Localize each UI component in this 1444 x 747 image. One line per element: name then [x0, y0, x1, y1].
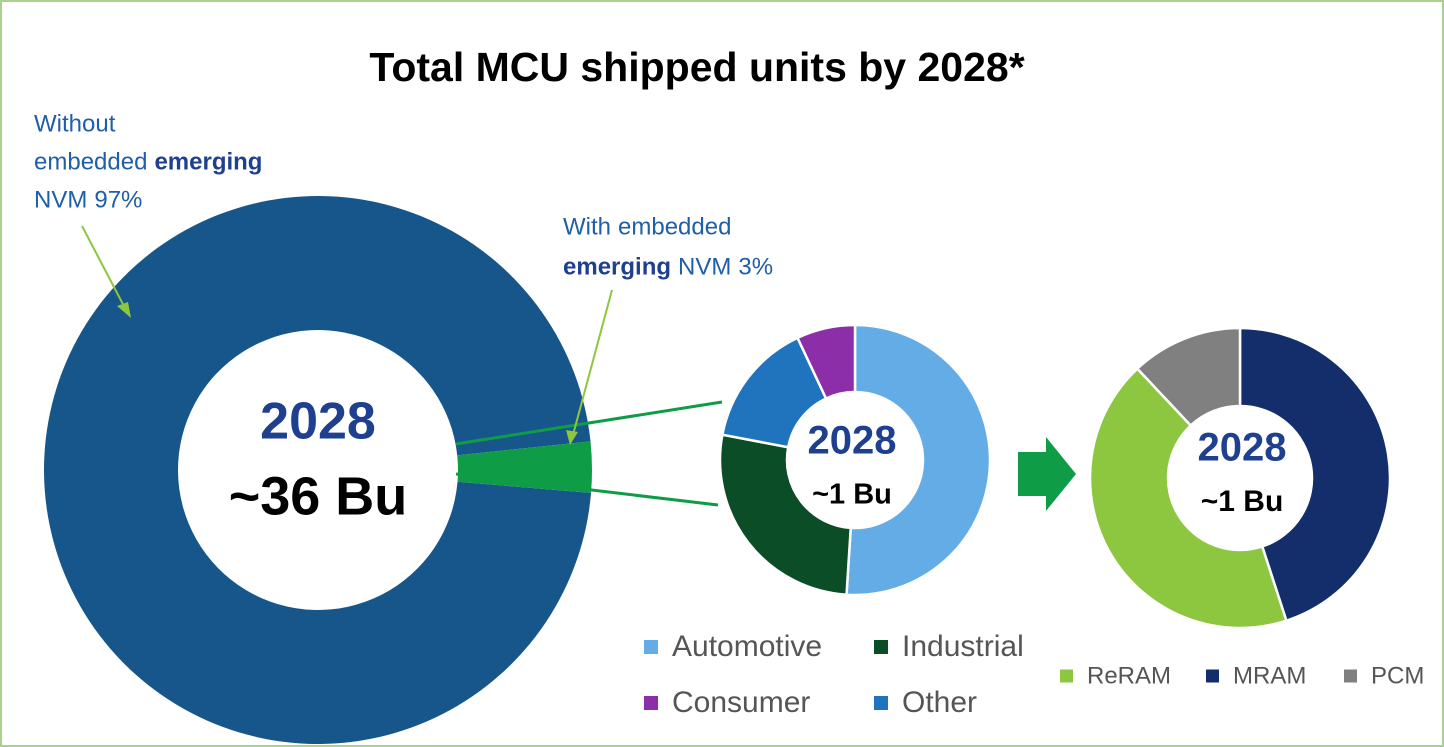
annotation: Without	[34, 110, 116, 137]
legend-label: Industrial	[902, 630, 1024, 663]
center-label: ~36 Bu	[229, 466, 408, 526]
annotation: emerging	[563, 253, 671, 280]
legend-swatch	[1206, 669, 1219, 683]
donut-slice	[1238, 326, 1392, 623]
annotation-arrow	[81, 225, 127, 311]
marks	[43, 196, 1392, 744]
legend-label: PCM	[1371, 662, 1424, 689]
connector	[455, 400, 723, 446]
center-label: 2028	[808, 419, 897, 463]
legend-swatch	[644, 696, 658, 710]
legend-label: MRAM	[1233, 662, 1306, 689]
center-label: 2028	[1198, 426, 1287, 470]
legend-swatch	[1060, 669, 1073, 683]
annotation: NVM	[34, 186, 87, 213]
connector	[455, 472, 719, 507]
legend-swatch	[1344, 669, 1357, 683]
donut-slice	[795, 323, 857, 401]
annotation: NVM	[678, 253, 731, 280]
center-label: 2028	[260, 393, 376, 451]
legend-label: Other	[902, 686, 977, 719]
donut-slice	[845, 323, 992, 597]
legend-label: Consumer	[672, 686, 810, 719]
value-label: 3%	[738, 253, 773, 280]
donut-slice	[1135, 326, 1242, 428]
center-label: ~1 Bu	[812, 479, 892, 511]
annotation: emerging	[154, 148, 262, 175]
donut-slice	[457, 441, 592, 493]
legend-label: ReRAM	[1087, 662, 1171, 689]
legend-swatch	[874, 696, 888, 710]
center-label: ~1 Bu	[1201, 485, 1284, 518]
annotation-arrow-head	[117, 302, 131, 318]
legend-label: Automotive	[672, 630, 822, 663]
annotation-arrow	[572, 289, 613, 436]
arrow	[1018, 437, 1076, 511]
legend-swatch	[874, 640, 888, 654]
annotation-arrow-head	[566, 430, 578, 445]
annotation: embedded	[34, 148, 147, 175]
donut-slice	[1088, 366, 1288, 630]
legend-swatch	[644, 640, 658, 654]
value-label: 97%	[94, 186, 142, 213]
annotation: With	[563, 213, 611, 240]
donut-slice	[43, 196, 592, 744]
chart-title: Total MCU shipped units by 2028*	[369, 44, 1024, 90]
annotation: embedded	[618, 213, 731, 240]
donut-slice	[718, 433, 853, 597]
